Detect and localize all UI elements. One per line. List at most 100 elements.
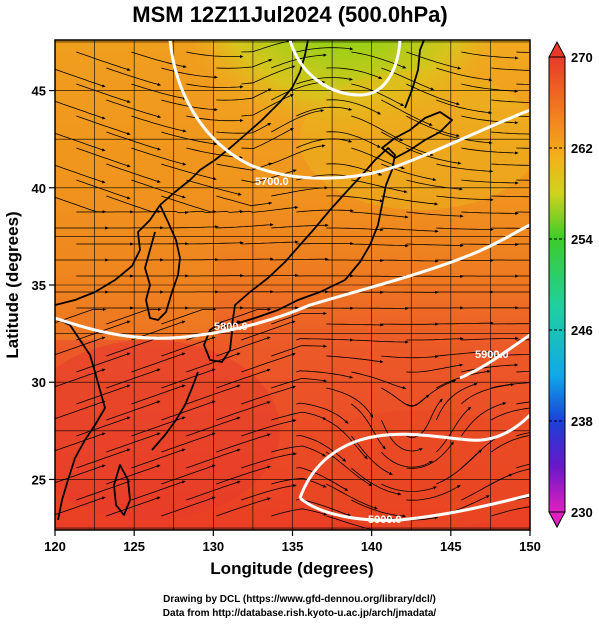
streamline <box>406 51 462 70</box>
streamline <box>460 402 507 437</box>
streamline <box>161 195 217 214</box>
streamline <box>491 195 530 198</box>
x-axis-label: Longitude (degrees) <box>210 559 373 578</box>
streamline <box>241 240 299 245</box>
streamline <box>326 131 381 148</box>
streamline <box>296 106 353 117</box>
colorbar-tick-label: 270 <box>571 50 593 65</box>
x-tick-label: 125 <box>123 539 145 554</box>
streamline <box>216 58 273 69</box>
streamline <box>406 363 464 373</box>
streamline <box>271 186 329 197</box>
streamline <box>351 467 402 496</box>
streamline <box>186 480 241 501</box>
streamline <box>106 307 162 325</box>
coastline-ryukyu <box>151 371 199 451</box>
streamline <box>241 419 297 437</box>
y-axis-label: Latitude (degrees) <box>3 211 22 358</box>
streamline <box>131 352 186 373</box>
streamline <box>381 355 439 359</box>
x-tick-label: 130 <box>202 539 224 554</box>
streamlines <box>55 40 530 530</box>
streamline <box>271 411 327 421</box>
streamline <box>516 496 530 501</box>
streamline <box>491 163 530 166</box>
streamline <box>216 307 272 325</box>
streamline <box>241 169 297 183</box>
streamline <box>216 162 273 171</box>
streamline <box>216 497 271 517</box>
streamline <box>55 432 106 452</box>
credit-data: Data from http://database.rish.kyoto-u.a… <box>162 608 437 619</box>
streamline <box>406 337 464 341</box>
streamline <box>216 336 271 357</box>
streamline <box>326 483 378 510</box>
streamline <box>461 473 513 501</box>
streamline <box>271 257 329 261</box>
colorbar-tick-label: 230 <box>571 505 593 520</box>
streamline <box>106 368 161 389</box>
streamline <box>55 196 107 214</box>
streamline <box>351 403 386 450</box>
streamline <box>350 435 393 475</box>
y-tick-label: 45 <box>32 84 46 99</box>
streamline <box>106 163 161 183</box>
streamline <box>106 400 161 421</box>
streamline <box>161 131 218 146</box>
colorbar-tick-label: 246 <box>571 323 593 338</box>
streamline <box>326 67 383 79</box>
streamline <box>326 323 384 327</box>
streamline <box>271 80 326 101</box>
streamline <box>406 243 464 248</box>
coastline-korea <box>144 204 181 321</box>
streamline <box>326 355 384 364</box>
streamline <box>296 338 354 342</box>
streamline <box>381 195 439 206</box>
streamline <box>381 131 434 156</box>
streamline <box>380 419 423 452</box>
streamline <box>76 51 131 71</box>
streamline <box>186 83 244 89</box>
streamline <box>461 115 519 125</box>
streamline <box>516 432 530 437</box>
x-tick-label: 140 <box>361 539 383 554</box>
contour-label-5800: 5800.0 <box>214 321 248 333</box>
streamline <box>76 115 131 136</box>
streamline <box>436 406 472 453</box>
streamline <box>461 363 519 373</box>
contour-5900-south <box>298 413 530 522</box>
streamline <box>516 401 530 405</box>
streamline <box>351 274 409 279</box>
x-axis-ticks: 120 125 130 135 140 145 150 <box>44 530 541 554</box>
streamline <box>216 401 271 421</box>
streamline <box>351 243 409 248</box>
streamline <box>76 480 131 501</box>
temperature-field-west <box>55 40 215 340</box>
streamline <box>161 163 217 181</box>
streamline <box>131 83 187 100</box>
height-contours <box>55 40 530 522</box>
streamline <box>436 349 494 357</box>
streamline <box>271 109 325 133</box>
y-tick-label: 30 <box>32 375 46 390</box>
colorbar-tick-label: 254 <box>571 232 593 247</box>
streamline <box>351 371 407 390</box>
streamline <box>296 370 354 379</box>
coastline-taiwan <box>113 464 131 516</box>
streamline <box>296 77 353 85</box>
x-tick-label: 150 <box>519 539 541 554</box>
contour-5700 <box>168 40 530 180</box>
streamline <box>186 179 242 196</box>
streamline <box>55 68 106 88</box>
y-axis-ticks: 25 30 35 40 45 <box>32 84 55 487</box>
streamline <box>186 51 244 59</box>
streamline <box>55 336 106 356</box>
colorbar-upper-arrow <box>548 40 566 58</box>
streamline <box>351 339 409 344</box>
streamline <box>106 195 162 214</box>
contour-labels: 5700.0 5800.0 5900.0 5900.0 <box>214 176 509 526</box>
streamline <box>76 83 131 103</box>
streamline <box>186 448 241 469</box>
streamline <box>406 147 462 165</box>
streamline <box>435 382 478 421</box>
